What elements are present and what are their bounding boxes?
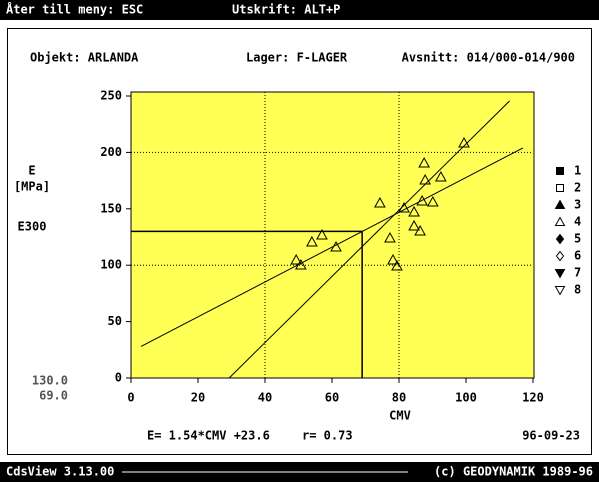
legend-label: 6 — [574, 249, 581, 263]
point — [418, 156, 430, 168]
legend-label: 4 — [574, 215, 581, 229]
point — [416, 194, 428, 206]
version: CdsView 3.13.00 — [6, 465, 114, 479]
legend-symbol — [555, 250, 565, 262]
legend-label: 3 — [574, 198, 581, 212]
date: 96-09-23 — [522, 429, 580, 443]
point — [408, 219, 420, 231]
x-tick-label: 40 — [258, 391, 272, 405]
e300-line — [131, 230, 363, 378]
print-hint[interactable]: Utskrift: ALT+P — [232, 3, 340, 17]
point — [458, 137, 470, 148]
point — [306, 235, 318, 247]
correlation: r= 0.73 — [302, 429, 353, 443]
x-tick-label: 20 — [191, 391, 205, 405]
point — [414, 224, 426, 236]
x-tick-label: 60 — [325, 391, 339, 405]
legend-label: 7 — [574, 266, 581, 280]
point — [408, 205, 420, 217]
x-tick-label: 120 — [522, 391, 544, 405]
copyright: (c) GEODYNAMIK 1989-96 — [434, 465, 593, 479]
point — [426, 196, 439, 207]
point — [374, 197, 386, 208]
y-tick-label: 200 — [100, 145, 122, 159]
menu-hint[interactable]: Åter till meny: ESC — [6, 2, 143, 17]
plot-area — [130, 91, 535, 379]
x-label: CMV — [389, 409, 411, 423]
point — [435, 170, 447, 182]
legend-symbol — [555, 233, 565, 245]
e300-x-value: 69.0 — [39, 389, 68, 403]
x-tick-label: 0 — [127, 391, 134, 405]
legend-symbol — [554, 286, 566, 296]
legend-label: 2 — [574, 181, 581, 195]
legend-symbol — [554, 199, 566, 209]
e300-label: E300 — [18, 220, 47, 234]
top-bar — [0, 0, 599, 20]
point — [290, 253, 303, 265]
point — [330, 241, 342, 252]
point — [391, 259, 403, 271]
object: Objekt: ARLANDA — [30, 51, 139, 65]
y-tick-label: 150 — [100, 201, 122, 215]
point — [384, 231, 396, 243]
point — [316, 228, 328, 240]
y-tick-label: 250 — [100, 89, 122, 103]
legend-label: 5 — [574, 232, 581, 246]
e300-y-value: 130.0 — [32, 374, 68, 388]
legend-symbol — [556, 184, 564, 192]
legend-label: 1 — [574, 164, 581, 178]
equation: E= 1.54*CMV +23.6 — [147, 429, 270, 443]
y-tick-label: 0 — [115, 371, 122, 385]
legend-symbol — [556, 167, 564, 175]
y-label: [MPa] — [14, 180, 50, 194]
regression-line — [140, 147, 524, 347]
legend-symbol — [554, 216, 566, 226]
legend-symbol — [554, 269, 566, 279]
section: Avsnitt: 014/000-014/900 — [402, 51, 575, 65]
point — [419, 174, 431, 185]
x-tick-label: 100 — [455, 391, 477, 405]
point — [294, 258, 307, 270]
point — [398, 201, 410, 213]
point — [387, 253, 399, 265]
frame — [7, 28, 592, 455]
y-tick-label: 50 — [108, 314, 122, 328]
legend-label: 8 — [574, 283, 581, 297]
y-tick-label: 100 — [100, 258, 122, 272]
y-label: E — [28, 164, 35, 178]
x-tick-label: 80 — [392, 391, 406, 405]
layer: Lager: F-LAGER — [246, 51, 348, 65]
